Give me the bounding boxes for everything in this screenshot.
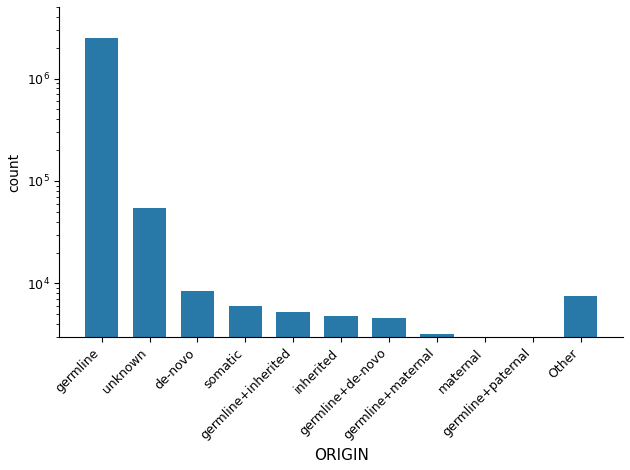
Bar <box>372 318 406 470</box>
Bar <box>277 313 310 470</box>
X-axis label: ORIGIN: ORIGIN <box>314 448 369 463</box>
Bar <box>564 296 597 470</box>
Bar <box>181 290 214 470</box>
Bar <box>516 355 549 470</box>
Y-axis label: count: count <box>7 152 21 191</box>
Bar <box>420 334 454 470</box>
Bar <box>133 208 166 470</box>
Bar <box>324 316 358 470</box>
Bar <box>229 306 262 470</box>
Bar <box>85 38 118 470</box>
Bar <box>468 338 501 470</box>
